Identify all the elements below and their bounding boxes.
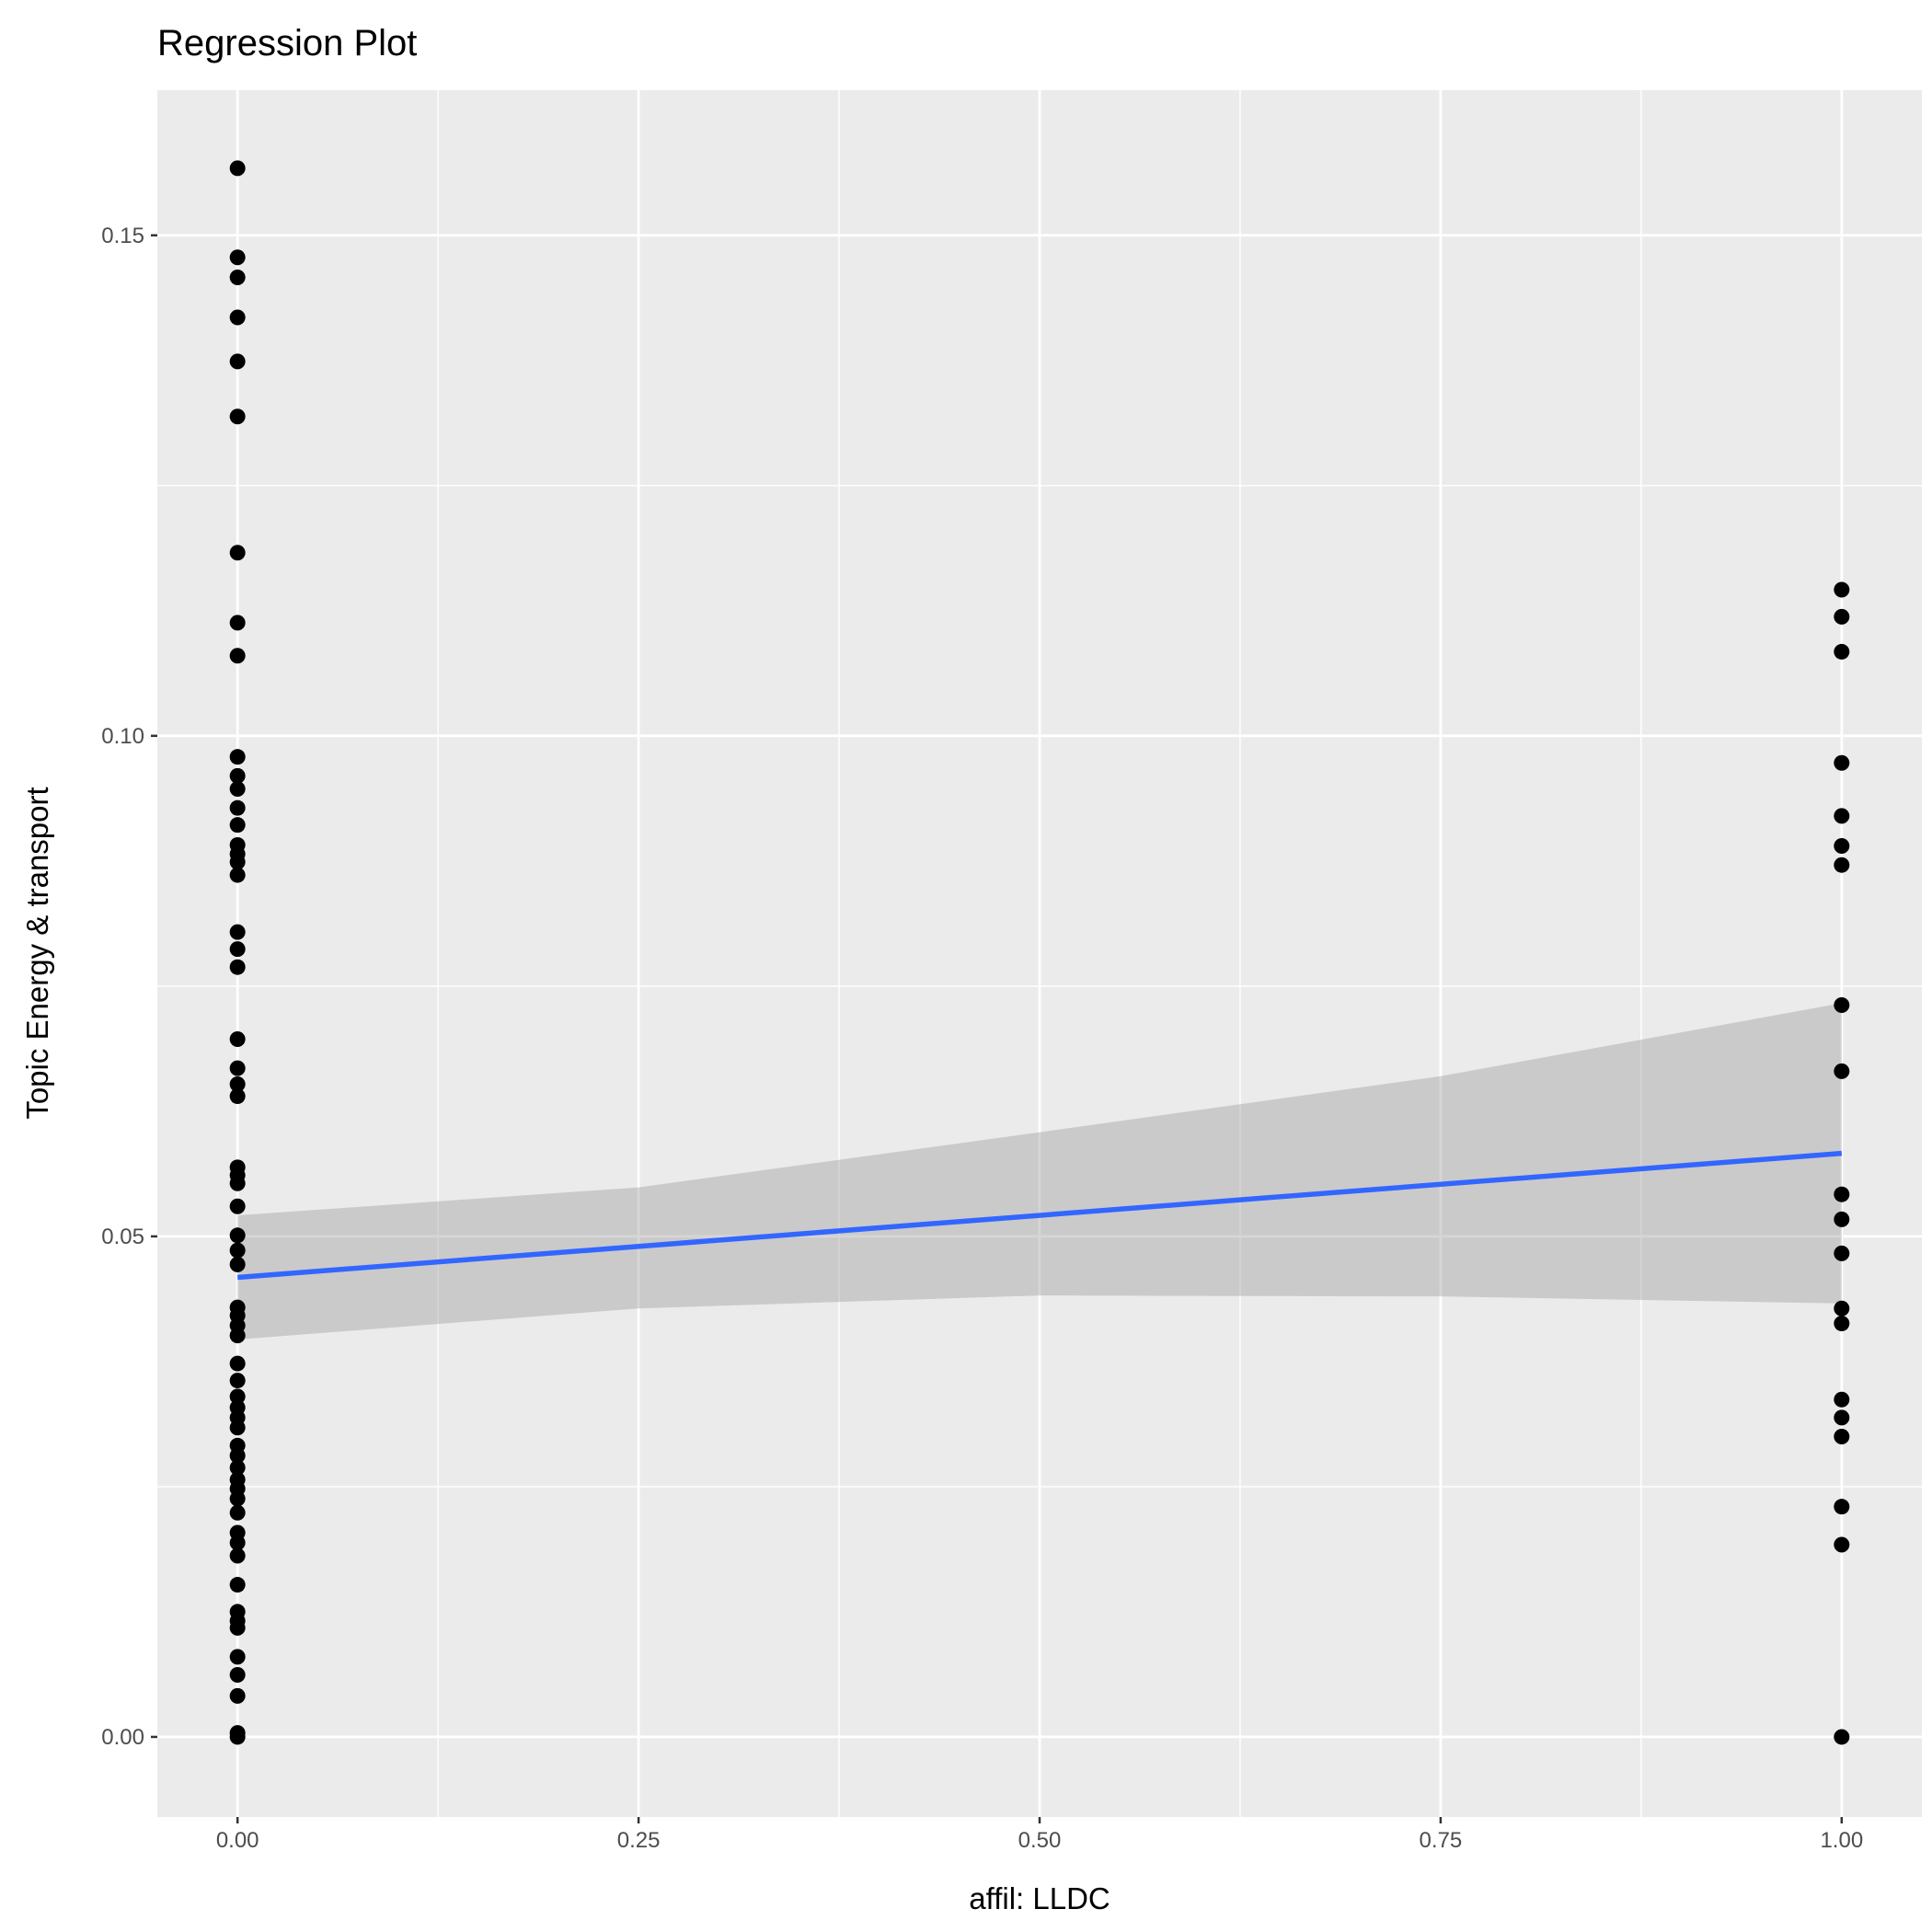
- data-point: [229, 1619, 246, 1636]
- data-point: [229, 269, 246, 285]
- y-axis-title: Topic Energy & transport: [20, 787, 54, 1119]
- points-layer: [229, 160, 1850, 1745]
- data-point: [229, 1666, 246, 1683]
- data-point: [229, 309, 246, 326]
- data-point: [1834, 1211, 1850, 1227]
- regression-line: [236, 1150, 1843, 1281]
- data-point: [1834, 1300, 1850, 1317]
- data-point: [229, 408, 246, 425]
- data-point: [229, 353, 246, 370]
- regression-line-layer: [236, 1150, 1843, 1281]
- data-point: [229, 1388, 246, 1405]
- data-point: [229, 941, 246, 958]
- x-tick-label: 0.25: [617, 1828, 661, 1853]
- data-point: [1834, 1245, 1850, 1261]
- data-point: [229, 1729, 246, 1745]
- data-point: [229, 615, 246, 631]
- data-point: [1834, 1536, 1850, 1553]
- data-point: [229, 1088, 246, 1105]
- axes: 0.00 0.25 0.50 0.75 1.00 0.00 0.05 0.10 0.15: [101, 224, 1863, 1853]
- data-point: [1834, 997, 1850, 1014]
- data-point: [229, 1031, 246, 1048]
- data-point: [1834, 1499, 1850, 1515]
- data-point: [229, 959, 246, 975]
- data-point: [1834, 1316, 1850, 1332]
- data-point: [229, 545, 246, 561]
- data-point: [1834, 1063, 1850, 1079]
- chart-title: Regression Plot: [157, 23, 417, 63]
- data-point: [229, 1459, 246, 1476]
- x-tick-label: 0.50: [1018, 1828, 1062, 1853]
- data-point: [1834, 608, 1850, 625]
- y-tick-label: 0.05: [101, 1225, 144, 1249]
- y-tick-label: 0.15: [101, 224, 144, 248]
- x-tick-label: 1.00: [1820, 1828, 1863, 1853]
- y-tick-label: 0.00: [101, 1725, 144, 1750]
- data-point: [229, 1535, 246, 1551]
- data-point: [1834, 1409, 1850, 1426]
- y-tick-label: 0.10: [101, 724, 144, 749]
- data-point: [229, 160, 246, 177]
- data-point: [1834, 643, 1850, 660]
- data-point: [1834, 1186, 1850, 1202]
- data-point: [229, 1198, 246, 1214]
- data-point: [229, 249, 246, 266]
- data-point: [1834, 1391, 1850, 1408]
- x-axis-title: affil: LLDC: [969, 1881, 1110, 1915]
- data-point: [229, 749, 246, 765]
- data-point: [1834, 838, 1850, 855]
- data-point: [229, 1547, 246, 1564]
- confidence-band-layer: [237, 1003, 1842, 1340]
- data-point: [229, 1355, 246, 1372]
- data-point: [229, 1373, 246, 1389]
- data-point: [229, 767, 246, 784]
- data-point: [229, 1577, 246, 1593]
- data-point: [229, 1504, 246, 1521]
- data-point: [229, 799, 246, 816]
- data-point: [229, 1242, 246, 1259]
- x-tick-label: 0.00: [216, 1828, 259, 1853]
- data-point: [229, 1490, 246, 1507]
- data-point: [229, 1256, 246, 1272]
- data-point: [229, 1328, 246, 1344]
- data-point: [229, 854, 246, 870]
- data-point: [229, 1649, 246, 1665]
- data-point: [1834, 808, 1850, 824]
- data-point: [1834, 581, 1850, 598]
- data-point: [229, 781, 246, 798]
- data-point: [229, 648, 246, 664]
- data-point: [1834, 1429, 1850, 1445]
- data-point: [229, 867, 246, 883]
- data-point: [229, 924, 246, 940]
- data-point: [1834, 857, 1850, 873]
- data-point: [229, 1075, 246, 1092]
- data-point: [1834, 1729, 1850, 1745]
- data-point: [229, 1227, 246, 1244]
- data-point: [229, 1420, 246, 1436]
- confidence-band: [237, 1003, 1842, 1340]
- data-point: [1834, 754, 1850, 771]
- data-point: [229, 1175, 246, 1191]
- data-point: [229, 1687, 246, 1704]
- x-tick-label: 0.75: [1420, 1828, 1463, 1853]
- data-point: [229, 1447, 246, 1464]
- data-point: [229, 817, 246, 834]
- grid-lines: [157, 90, 1922, 1817]
- data-point: [229, 1060, 246, 1076]
